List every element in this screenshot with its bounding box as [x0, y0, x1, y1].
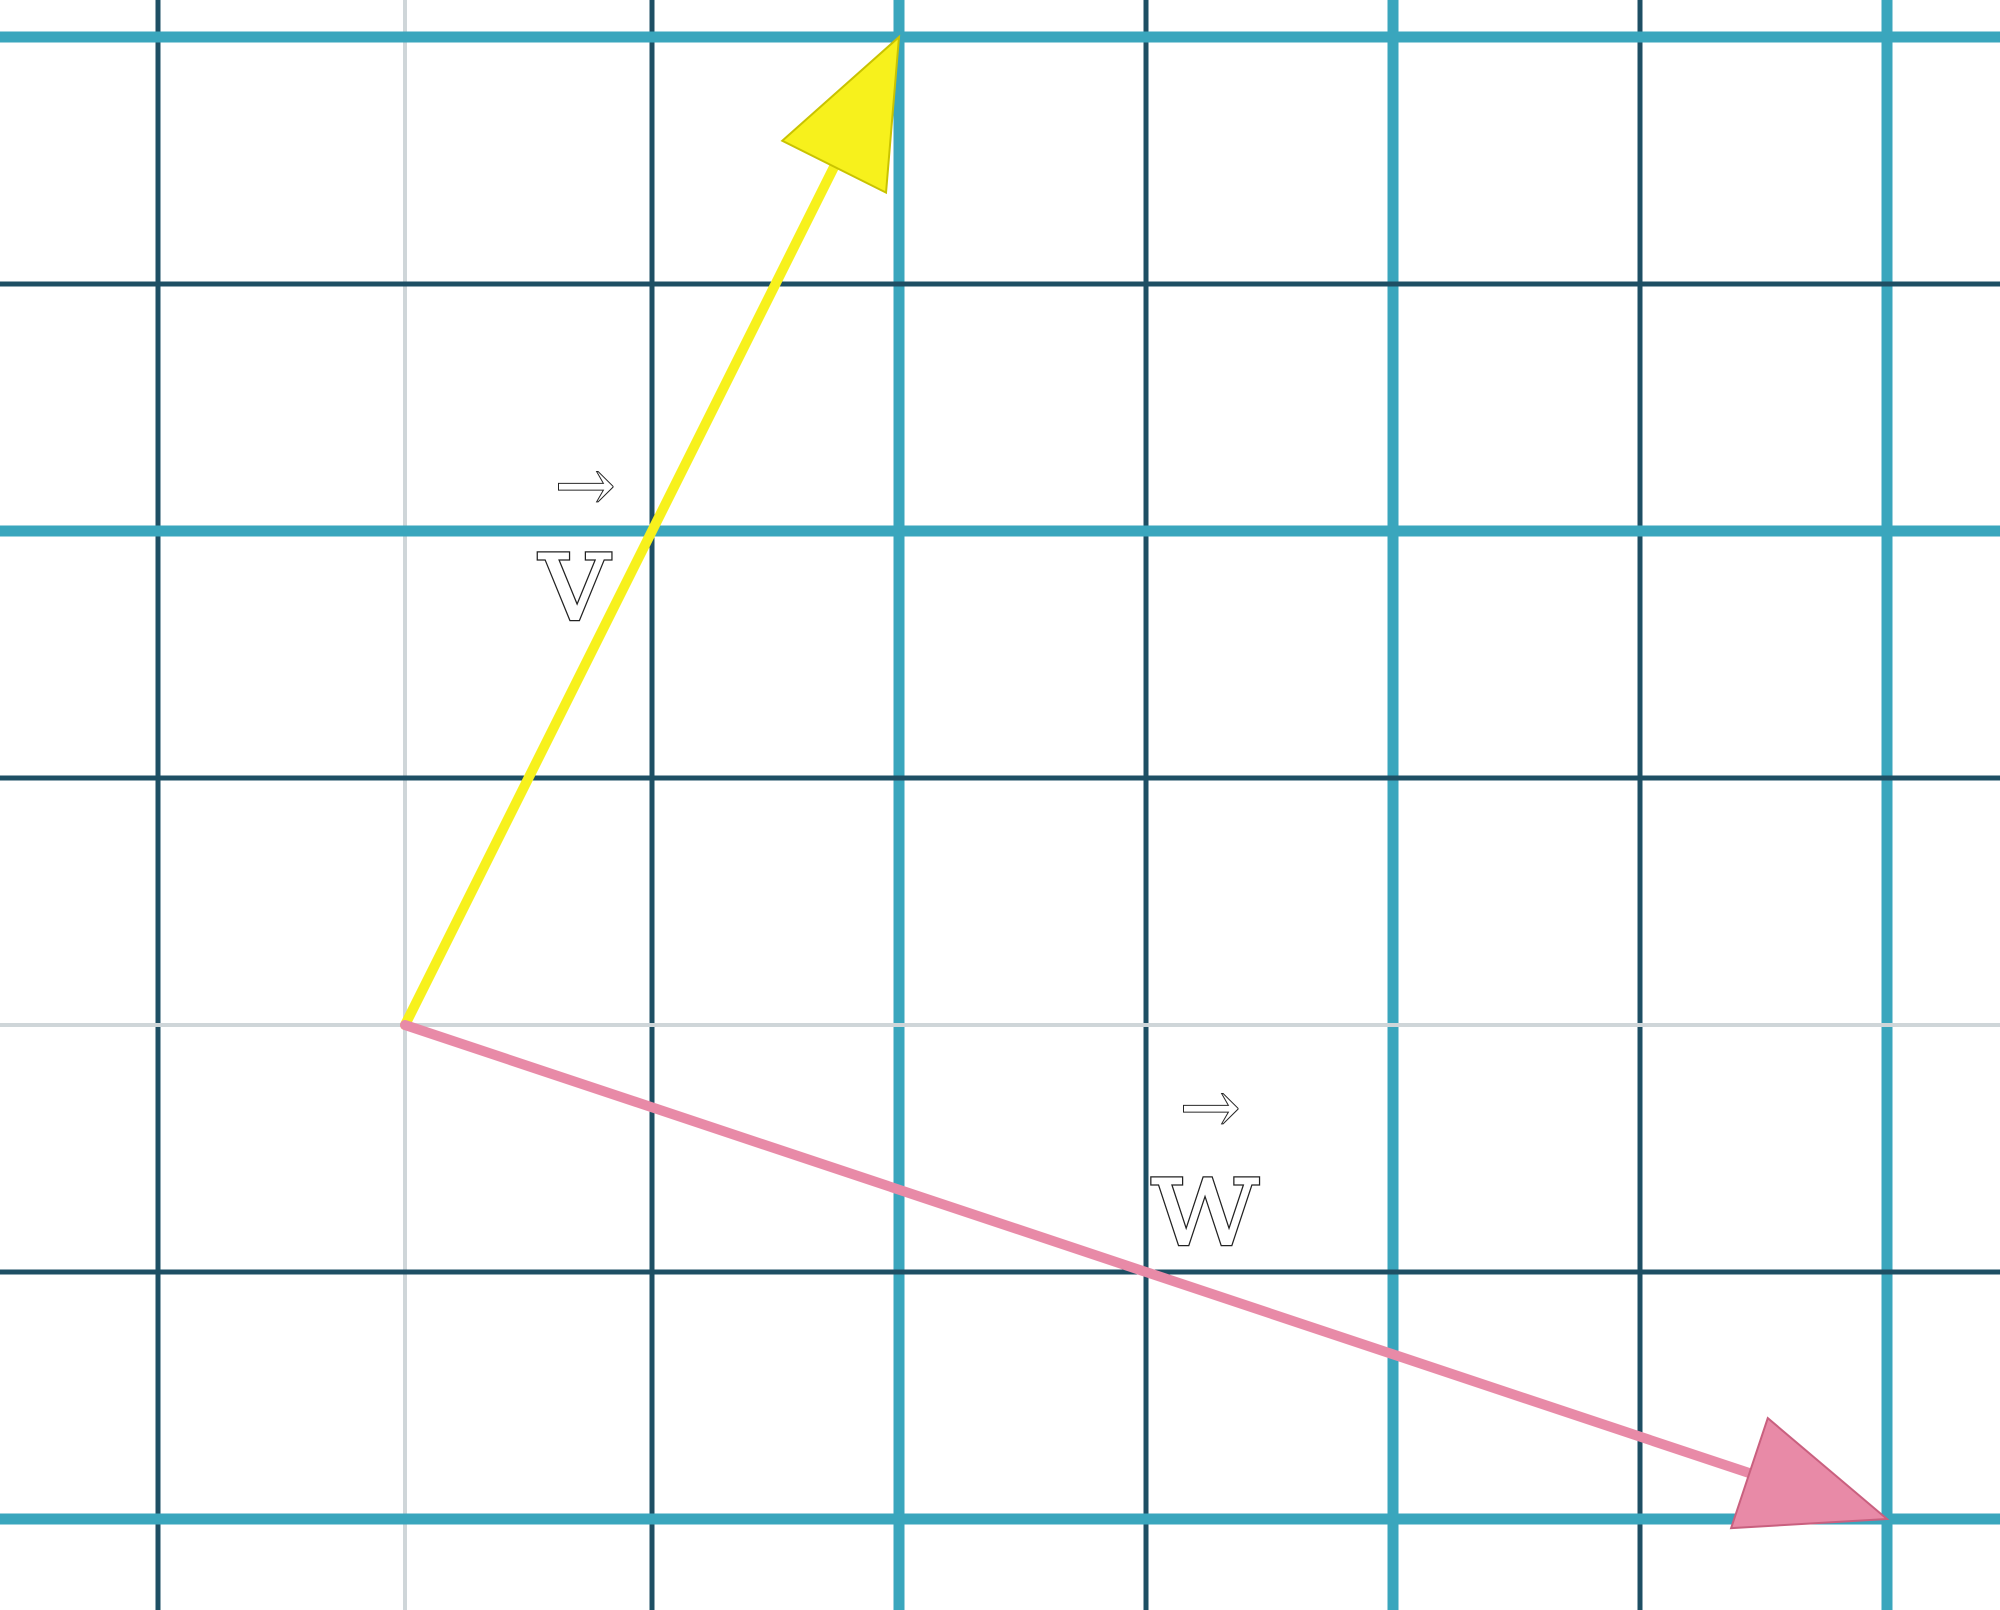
vector-w — [400, 1020, 1890, 1530]
vector-v-shaft — [400, 154, 843, 1030]
vector-v — [400, 34, 901, 1030]
vector-w-label: → w — [1148, 1064, 1262, 1277]
vector-w-shaft — [400, 1020, 1763, 1481]
vector-v-label-arrow: → — [555, 443, 615, 527]
vector-v-label: → v — [536, 442, 616, 652]
vectors — [400, 34, 1890, 1530]
vector-w-label-letter: w — [1149, 1124, 1260, 1276]
vector-w-label-arrow: → — [1180, 1065, 1240, 1149]
vector-w-arrowhead — [1729, 1416, 1890, 1530]
vector-v-label-letter: v — [537, 499, 612, 651]
vector-v-arrowhead — [780, 34, 901, 195]
